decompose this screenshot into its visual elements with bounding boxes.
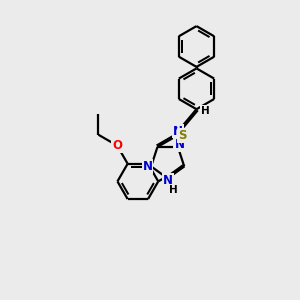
Text: H: H: [200, 106, 209, 116]
Text: O: O: [112, 139, 122, 152]
Text: N: N: [163, 174, 173, 187]
Text: S: S: [178, 129, 187, 142]
Text: H: H: [169, 185, 178, 195]
Text: N: N: [174, 138, 184, 151]
Text: N: N: [142, 160, 152, 173]
Text: N: N: [173, 124, 183, 137]
